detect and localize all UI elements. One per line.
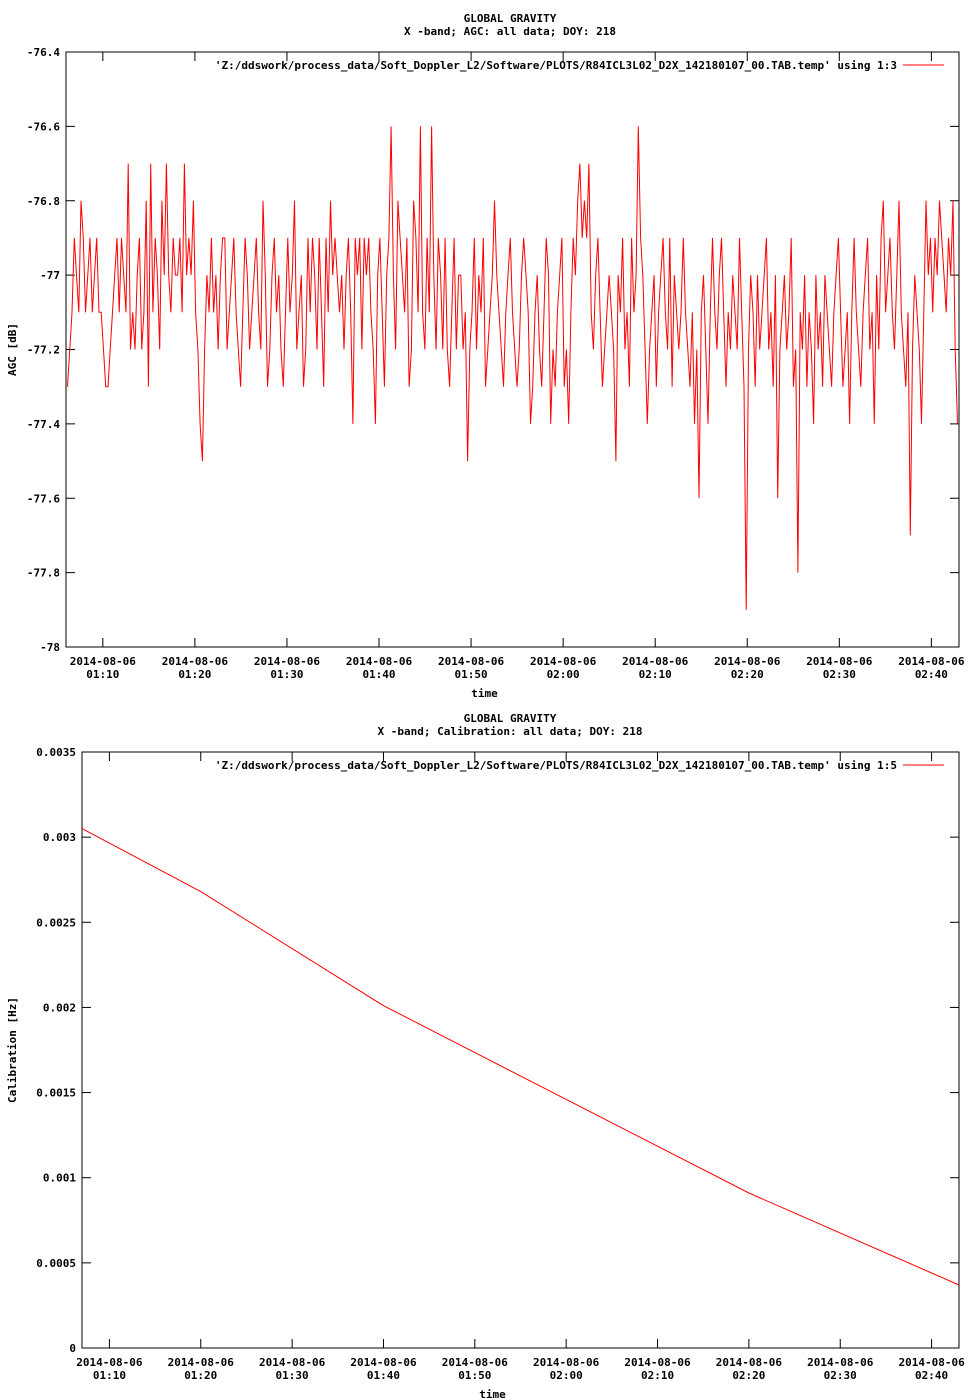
x-tick-date: 2014-08-06 bbox=[442, 1356, 509, 1369]
chart-subtitle: X -band; AGC: all data; DOY: 218 bbox=[404, 25, 616, 38]
y-tick-label: 0 bbox=[69, 1342, 76, 1355]
y-tick-label: 0.0005 bbox=[36, 1257, 76, 1270]
x-tick-clock: 02:40 bbox=[915, 668, 948, 681]
x-tick-clock: 02:00 bbox=[550, 1369, 583, 1382]
x-tick-date: 2014-08-06 bbox=[438, 655, 505, 668]
x-tick-clock: 01:20 bbox=[178, 668, 211, 681]
x-axis-label: time bbox=[471, 687, 498, 700]
y-tick-label: 0.0025 bbox=[36, 916, 76, 929]
x-tick-date: 2014-08-06 bbox=[350, 1356, 417, 1369]
x-tick-clock: 01:50 bbox=[455, 668, 488, 681]
x-axis-label: time bbox=[479, 1388, 506, 1400]
x-tick-date: 2014-08-06 bbox=[259, 1356, 326, 1369]
y-tick-label: 0.003 bbox=[43, 831, 76, 844]
plot-frame bbox=[81, 751, 960, 1349]
y-tick-label: -77.6 bbox=[27, 492, 60, 505]
y-tick-label: 0.002 bbox=[43, 1001, 76, 1014]
y-axis-label: AGC [dB] bbox=[6, 323, 19, 376]
x-tick-clock: 02:10 bbox=[639, 668, 672, 681]
x-tick-clock: 02:30 bbox=[823, 668, 856, 681]
x-tick-clock: 01:50 bbox=[458, 1369, 491, 1382]
x-tick-date: 2014-08-06 bbox=[254, 655, 321, 668]
x-tick-date: 2014-08-06 bbox=[76, 1356, 143, 1369]
y-tick-label: 0.001 bbox=[43, 1172, 76, 1185]
x-tick-clock: 02:40 bbox=[915, 1369, 948, 1382]
x-tick-clock: 02:00 bbox=[547, 668, 580, 681]
y-tick-label: -77.2 bbox=[27, 344, 60, 357]
y-tick-label: 0.0035 bbox=[36, 746, 76, 759]
series-line bbox=[81, 828, 960, 1286]
x-tick-clock: 02:10 bbox=[641, 1369, 674, 1382]
x-tick-date: 2014-08-06 bbox=[622, 655, 689, 668]
x-tick-date: 2014-08-06 bbox=[898, 1356, 965, 1369]
x-tick-date: 2014-08-06 bbox=[898, 655, 965, 668]
x-tick-date: 2014-08-06 bbox=[806, 655, 873, 668]
chart-title: GLOBAL GRAVITY bbox=[464, 712, 557, 725]
plot-frame bbox=[65, 51, 960, 648]
legend-label: 'Z:/ddswork/process_data/Soft_Doppler_L2… bbox=[215, 759, 897, 772]
x-tick-date: 2014-08-06 bbox=[716, 1356, 783, 1369]
y-tick-label: -76.4 bbox=[27, 46, 60, 59]
x-tick-clock: 01:20 bbox=[184, 1369, 217, 1382]
x-tick-clock: 02:20 bbox=[732, 1369, 765, 1382]
y-tick-label: 0.0015 bbox=[36, 1087, 76, 1100]
x-tick-clock: 01:10 bbox=[86, 668, 119, 681]
y-tick-label: -78 bbox=[40, 641, 60, 654]
series-line bbox=[67, 126, 958, 610]
y-axis-label: Calibration [Hz] bbox=[6, 997, 19, 1103]
y-tick-label: -76.6 bbox=[27, 120, 60, 133]
x-tick-date: 2014-08-06 bbox=[624, 1356, 691, 1369]
x-tick-date: 2014-08-06 bbox=[70, 655, 137, 668]
x-tick-date: 2014-08-06 bbox=[533, 1356, 600, 1369]
x-tick-date: 2014-08-06 bbox=[714, 655, 781, 668]
x-tick-clock: 01:30 bbox=[276, 1369, 309, 1382]
x-tick-clock: 02:30 bbox=[824, 1369, 857, 1382]
x-tick-date: 2014-08-06 bbox=[168, 1356, 235, 1369]
x-tick-clock: 01:40 bbox=[367, 1369, 400, 1382]
x-tick-date: 2014-08-06 bbox=[530, 655, 597, 668]
legend-label: 'Z:/ddswork/process_data/Soft_Doppler_L2… bbox=[215, 59, 897, 72]
y-tick-label: -76.8 bbox=[27, 195, 60, 208]
x-tick-date: 2014-08-06 bbox=[162, 655, 229, 668]
x-tick-clock: 01:30 bbox=[270, 668, 303, 681]
y-tick-label: -77.8 bbox=[27, 567, 60, 580]
y-tick-label: -77.4 bbox=[27, 418, 60, 431]
x-tick-clock: 01:40 bbox=[362, 668, 395, 681]
y-tick-label: -77 bbox=[40, 269, 60, 282]
chart-title: GLOBAL GRAVITY bbox=[464, 12, 557, 25]
x-tick-clock: 01:10 bbox=[93, 1369, 126, 1382]
x-tick-date: 2014-08-06 bbox=[807, 1356, 874, 1369]
chart-subtitle: X -band; Calibration: all data; DOY: 218 bbox=[378, 725, 643, 738]
x-tick-date: 2014-08-06 bbox=[346, 655, 413, 668]
x-tick-clock: 02:20 bbox=[731, 668, 764, 681]
